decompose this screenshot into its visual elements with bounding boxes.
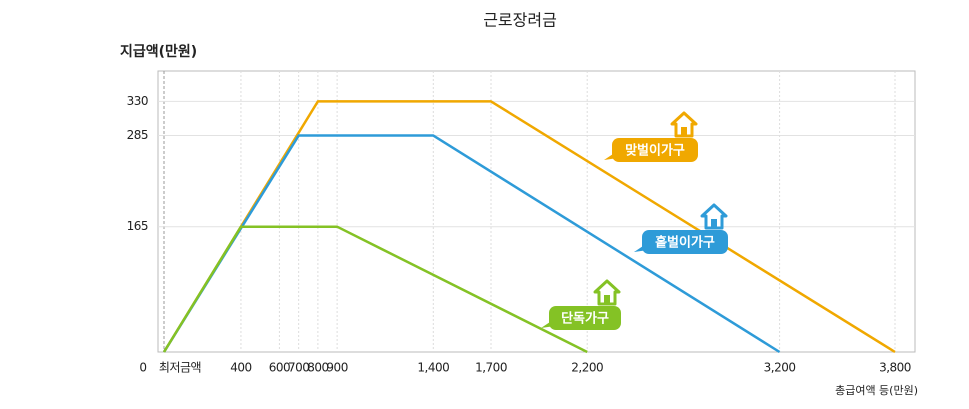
x-tick-label: 3,800	[879, 361, 911, 375]
y-axis-label: 지급액(만원)	[120, 43, 197, 60]
house-icon	[700, 203, 728, 230]
x-axis-label: 총급여액 등(만원)	[835, 384, 918, 397]
x-tick-label: 900	[326, 361, 347, 375]
x-tick-label: 400	[230, 361, 251, 375]
legend-label: 맞벌이가구	[625, 143, 685, 159]
legend-label: 홑벌이가구	[655, 235, 715, 251]
plot-frame	[157, 70, 916, 353]
series-callout: 홑벌이가구	[634, 203, 728, 254]
house-door	[711, 219, 717, 228]
callout-box	[642, 230, 728, 254]
series-line	[162, 225, 588, 354]
callout-box	[612, 138, 698, 162]
y-tick-label: 285	[127, 128, 148, 142]
chart-title: 근로장려금	[483, 11, 557, 30]
house-icon	[593, 279, 621, 306]
callout-box	[549, 306, 621, 330]
x-tick-label: 2,200	[571, 361, 603, 375]
y-tick-label: 165	[127, 219, 148, 233]
x-tick-label: 1,700	[475, 361, 507, 375]
x-tick-label: 600	[269, 361, 290, 375]
house-door	[681, 127, 687, 136]
x-tick-label: 700	[288, 361, 309, 375]
min-label: 최저금액	[159, 361, 201, 375]
y-tick-label: 330	[127, 94, 148, 108]
series-callout: 단독가구	[541, 279, 621, 330]
x-tick-label: 800	[307, 361, 328, 375]
x-tick-label: 1,400	[417, 361, 449, 375]
series-callout: 맞벌이가구	[604, 111, 698, 162]
legend-label: 단독가구	[561, 311, 609, 327]
origin-label: 0	[139, 361, 146, 375]
house-icon	[670, 111, 698, 138]
x-tick-label: 3,200	[764, 361, 796, 375]
house-door	[604, 295, 610, 304]
